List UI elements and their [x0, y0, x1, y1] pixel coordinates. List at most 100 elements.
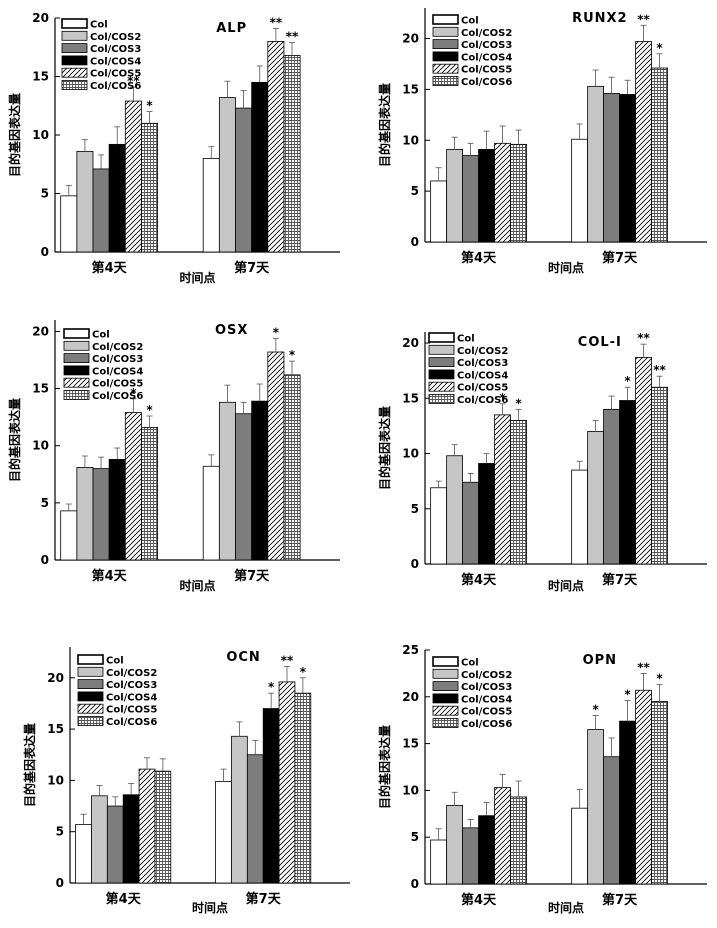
bar: [494, 414, 511, 565]
y-tick-label: 0: [41, 245, 49, 259]
legend-label: Col: [461, 658, 479, 669]
bar: [218, 97, 236, 253]
bar: [108, 459, 126, 561]
bar: [571, 138, 589, 243]
legend-swatch: [61, 43, 88, 53]
legend-label: Col/COS5: [90, 69, 141, 80]
bar: [587, 431, 604, 565]
bar: [92, 468, 110, 561]
bar: [478, 149, 495, 243]
y-tick-label: 0: [411, 877, 419, 891]
bar: [462, 481, 479, 565]
y-tick-label: 5: [56, 825, 64, 839]
bar: [141, 122, 158, 253]
bar: [283, 55, 301, 253]
bar: [651, 386, 668, 565]
legend-swatch: [432, 681, 459, 691]
bar: [122, 794, 140, 884]
category-label: 第4天: [461, 572, 497, 588]
legend-swatch: [432, 26, 459, 37]
y-axis-title: 目的基因表达量: [7, 398, 22, 482]
x-axis-title: 时间点: [548, 900, 584, 915]
legend-swatch: [77, 703, 104, 714]
bar: [510, 796, 527, 885]
significance-mark: *: [300, 665, 307, 679]
category-label: 第7天: [234, 260, 270, 276]
legend-swatch: [432, 693, 459, 704]
y-tick-label: 20: [32, 324, 49, 338]
significance-mark: **: [270, 16, 283, 30]
bar: [446, 455, 463, 565]
category-label: 第7天: [602, 892, 638, 908]
chart-title: OSX: [215, 323, 248, 338]
y-tick-label: 15: [402, 82, 419, 96]
significance-mark: **: [286, 30, 299, 44]
bar: [106, 805, 124, 884]
bar: [231, 735, 248, 884]
bar: [603, 756, 620, 885]
x-axis-title: 时间点: [179, 270, 215, 285]
bar: [603, 93, 620, 243]
y-tick-label: 0: [411, 235, 419, 249]
bar: [278, 681, 296, 884]
legend-label: Col/COS5: [457, 383, 508, 394]
y-tick-label: 20: [402, 690, 419, 704]
bar: [571, 807, 589, 885]
bar: [267, 351, 285, 561]
bar: [651, 67, 668, 243]
legend-swatch: [428, 369, 455, 380]
y-tick-label: 15: [402, 737, 419, 751]
chart-title: COL-Ⅰ: [578, 335, 622, 350]
bar: [141, 427, 158, 561]
y-tick-label: 0: [411, 557, 419, 571]
bar: [92, 168, 110, 253]
y-tick-label: 10: [32, 128, 49, 142]
x-axis-title: 时间点: [548, 578, 584, 593]
significance-mark: *: [624, 374, 631, 388]
legend-swatch: [77, 654, 104, 665]
y-tick-label: 5: [411, 502, 419, 516]
legend-label: Col/COS4: [106, 692, 157, 703]
y-tick-label: 25: [402, 643, 419, 657]
legend-swatch: [63, 365, 90, 376]
y-axis-title: 目的基因表达量: [22, 723, 37, 807]
bar: [478, 463, 495, 565]
bar: [462, 155, 479, 243]
category-label: 第4天: [106, 891, 142, 907]
legend-label: Col/COS3: [90, 44, 141, 55]
legend-label: Col/COS2: [90, 32, 141, 43]
bar: [462, 827, 479, 885]
y-tick-label: 5: [41, 187, 49, 201]
legend-label: Col/COS5: [106, 705, 157, 716]
legend-label: Col/COS3: [457, 358, 508, 369]
y-axis-title: 目的基因表达量: [7, 93, 22, 177]
legend-swatch: [63, 328, 90, 339]
legend-swatch: [77, 691, 104, 702]
y-tick-label: 20: [32, 11, 49, 25]
significance-mark: *: [273, 325, 280, 339]
bar: [510, 419, 527, 565]
significance-mark: *: [130, 386, 137, 400]
bar: [235, 413, 253, 561]
legend-label: Col/COS3: [92, 354, 143, 365]
bar: [619, 720, 636, 885]
y-tick-label: 0: [41, 553, 49, 567]
bar: [446, 149, 463, 243]
legend-swatch: [63, 390, 90, 400]
bar: [218, 401, 236, 561]
legend-swatch: [428, 394, 455, 404]
legend-swatch: [432, 668, 459, 679]
legend-swatch: [432, 63, 459, 74]
bar: [75, 824, 92, 884]
bar: [251, 400, 269, 561]
x-axis-title: 时间点: [192, 900, 228, 915]
legend-swatch: [61, 55, 88, 66]
y-tick-label: 15: [47, 722, 64, 736]
bar: [124, 412, 142, 561]
legend-label: Col: [106, 656, 124, 667]
